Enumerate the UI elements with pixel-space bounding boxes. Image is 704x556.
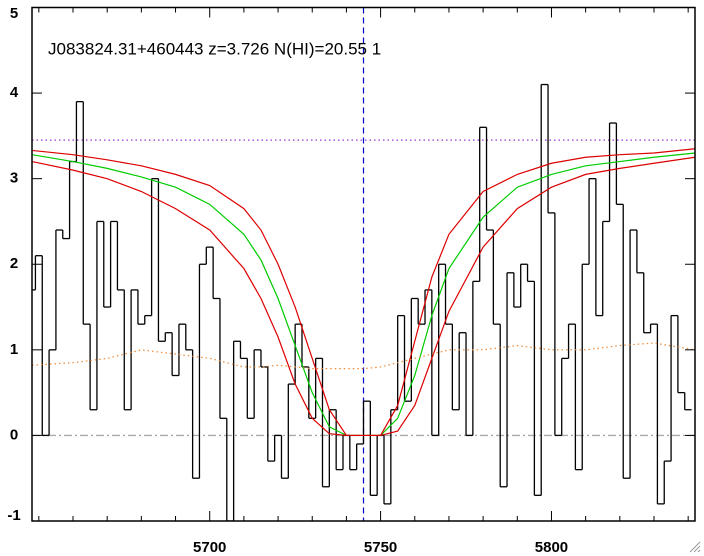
annotation: J083824.31+460443 z=3.726 N(HI)=20.55 1	[48, 39, 381, 58]
x-tick-label: 5800	[535, 539, 568, 556]
y-tick-label: 0	[10, 426, 18, 443]
resize-grip	[689, 541, 701, 553]
y-tick-label: 3	[10, 170, 18, 187]
model-line	[32, 156, 695, 437]
x-tick-label: 5700	[193, 539, 226, 556]
y-tick-label: 2	[10, 255, 18, 272]
x-tick-label: 5750	[364, 539, 397, 556]
y-tick-label: -1	[7, 507, 20, 524]
y-tick-label: 5	[10, 5, 18, 22]
y-tick-label: 1	[10, 341, 18, 358]
plot-area	[32, 7, 695, 521]
y-tick-label: 4	[10, 84, 19, 101]
